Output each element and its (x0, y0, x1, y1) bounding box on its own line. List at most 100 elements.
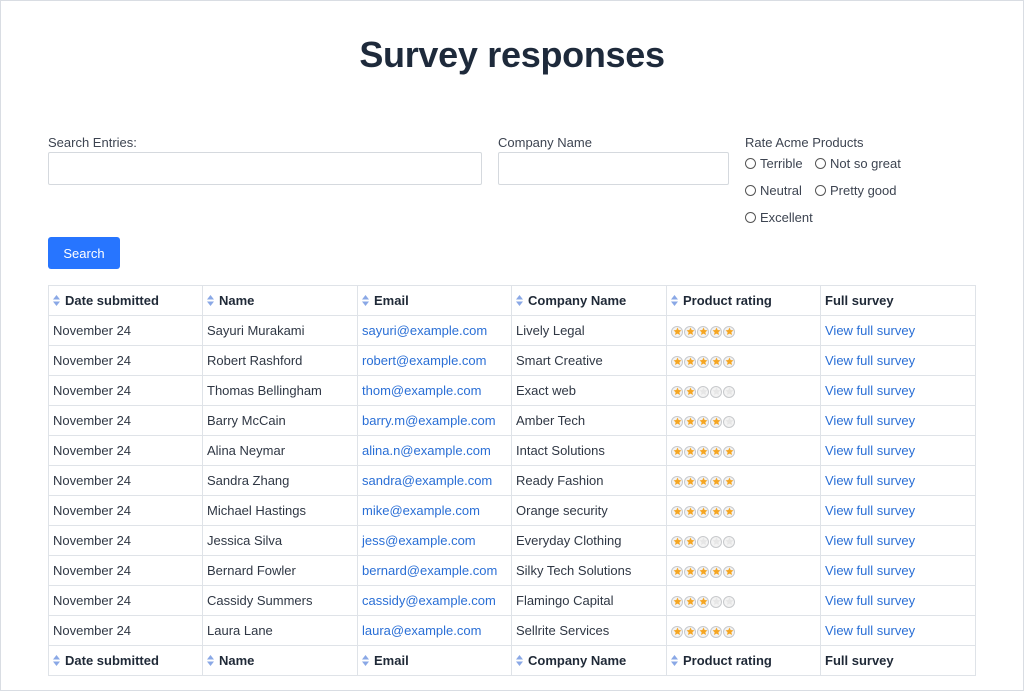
footer-name[interactable]: Name (202, 645, 358, 676)
date-cell: November 24 (48, 465, 203, 496)
company-cell: Silky Tech Solutions (511, 555, 667, 586)
star-filled-icon (684, 535, 696, 548)
footer-product-rating[interactable]: Product rating (666, 645, 821, 676)
radio-icon[interactable] (815, 158, 826, 169)
view-survey-link[interactable]: View full survey (825, 353, 916, 368)
header-name[interactable]: Name (202, 285, 358, 316)
company-name-input[interactable] (498, 152, 729, 185)
view-survey-link[interactable]: View full survey (825, 563, 916, 578)
rating-cell (666, 405, 821, 436)
radio-icon[interactable] (745, 158, 756, 169)
sort-icon[interactable] (53, 654, 60, 666)
email-link[interactable]: cassidy@example.com (362, 593, 496, 608)
sort-icon[interactable] (671, 294, 678, 306)
email-link-cell: bernard@example.com (357, 555, 512, 586)
view-survey-link[interactable]: View full survey (825, 323, 916, 338)
star-filled-icon (684, 415, 696, 428)
star-rating (671, 355, 735, 368)
name-cell: Sayuri Murakami (202, 315, 358, 346)
radio-icon[interactable] (815, 185, 826, 196)
header-date-submitted[interactable]: Date submitted (48, 285, 203, 316)
radio-pretty-good[interactable]: Pretty good (815, 183, 897, 198)
star-rating (671, 415, 735, 428)
view-survey-link[interactable]: View full survey (825, 503, 916, 518)
view-survey-link[interactable]: View full survey (825, 473, 916, 488)
header-email[interactable]: Email (357, 285, 512, 316)
company-cell: Smart Creative (511, 345, 667, 376)
star-filled-icon (684, 475, 696, 488)
radio-label-pretty-good: Pretty good (830, 183, 897, 198)
sort-icon[interactable] (207, 654, 214, 666)
star-filled-icon (671, 355, 683, 368)
sort-icon[interactable] (53, 294, 60, 306)
company-cell: Ready Fashion (511, 465, 667, 496)
view-survey-link-cell: View full survey (820, 495, 976, 526)
column-label: Full survey (825, 293, 894, 308)
email-link[interactable]: bernard@example.com (362, 563, 498, 578)
sort-icon[interactable] (207, 294, 214, 306)
view-survey-link-cell: View full survey (820, 405, 976, 436)
sort-icon[interactable] (362, 654, 369, 666)
email-link[interactable]: mike@example.com (362, 503, 480, 518)
header-company-name[interactable]: Company Name (511, 285, 667, 316)
star-filled-icon (684, 625, 696, 638)
star-empty-icon (697, 385, 709, 398)
radio-excellent[interactable]: Excellent (745, 210, 813, 225)
name-cell: Thomas Bellingham (202, 375, 358, 406)
company-cell: Exact web (511, 375, 667, 406)
table-row: November 24 Alina Neymar alina.n@example.c… (48, 435, 976, 466)
email-link[interactable]: jess@example.com (362, 533, 476, 548)
star-filled-icon (710, 415, 722, 428)
view-survey-link[interactable]: View full survey (825, 533, 916, 548)
footer-email[interactable]: Email (357, 645, 512, 676)
star-rating (671, 505, 735, 518)
sort-icon[interactable] (516, 294, 523, 306)
email-link[interactable]: alina.n@example.com (362, 443, 491, 458)
footer-product-rating-content: Product rating (671, 653, 772, 668)
star-empty-icon (723, 595, 735, 608)
radio-terrible[interactable]: Terrible (745, 156, 803, 171)
radio-icon[interactable] (745, 212, 756, 223)
company-name-label: Company Name (498, 135, 592, 150)
header-product-rating[interactable]: Product rating (666, 285, 821, 316)
column-label: Company Name (528, 292, 627, 308)
date-cell: November 24 (48, 525, 203, 556)
sort-icon[interactable] (362, 294, 369, 306)
column-label: Email (374, 292, 409, 308)
sort-icon[interactable] (516, 654, 523, 666)
footer-email-content: Email (362, 653, 409, 668)
sort-icon[interactable] (671, 654, 678, 666)
view-survey-link-cell: View full survey (820, 465, 976, 496)
footer-company-name[interactable]: Company Name (511, 645, 667, 676)
email-link[interactable]: barry.m@example.com (362, 413, 496, 428)
radio-icon[interactable] (745, 185, 756, 196)
star-empty-icon (697, 535, 709, 548)
email-link[interactable]: sandra@example.com (362, 473, 493, 488)
star-empty-icon (710, 385, 722, 398)
star-filled-icon (671, 385, 683, 398)
radio-neutral[interactable]: Neutral (745, 183, 802, 198)
view-survey-link[interactable]: View full survey (825, 413, 916, 428)
footer-date-submitted[interactable]: Date submitted (48, 645, 203, 676)
email-link[interactable]: thom@example.com (362, 383, 482, 398)
email-link[interactable]: laura@example.com (362, 623, 482, 638)
star-filled-icon (710, 505, 722, 518)
radio-not-so-great[interactable]: Not so great (815, 156, 901, 171)
view-survey-link[interactable]: View full survey (825, 593, 916, 608)
star-filled-icon (697, 325, 709, 338)
search-button[interactable]: Search (48, 237, 120, 269)
email-link[interactable]: robert@example.com (362, 353, 487, 368)
date-cell: November 24 (48, 405, 203, 436)
footer-name-content: Name (207, 653, 254, 668)
view-survey-link[interactable]: View full survey (825, 443, 916, 458)
company-cell: Sellrite Services (511, 615, 667, 646)
view-survey-link-cell: View full survey (820, 555, 976, 586)
email-link[interactable]: sayuri@example.com (362, 323, 488, 338)
view-survey-link[interactable]: View full survey (825, 623, 916, 638)
star-filled-icon (671, 535, 683, 548)
view-survey-link[interactable]: View full survey (825, 383, 916, 398)
name-cell: Barry McCain (202, 405, 358, 436)
rating-cell (666, 585, 821, 616)
search-input[interactable] (48, 152, 482, 185)
company-cell: Everyday Clothing (511, 525, 667, 556)
